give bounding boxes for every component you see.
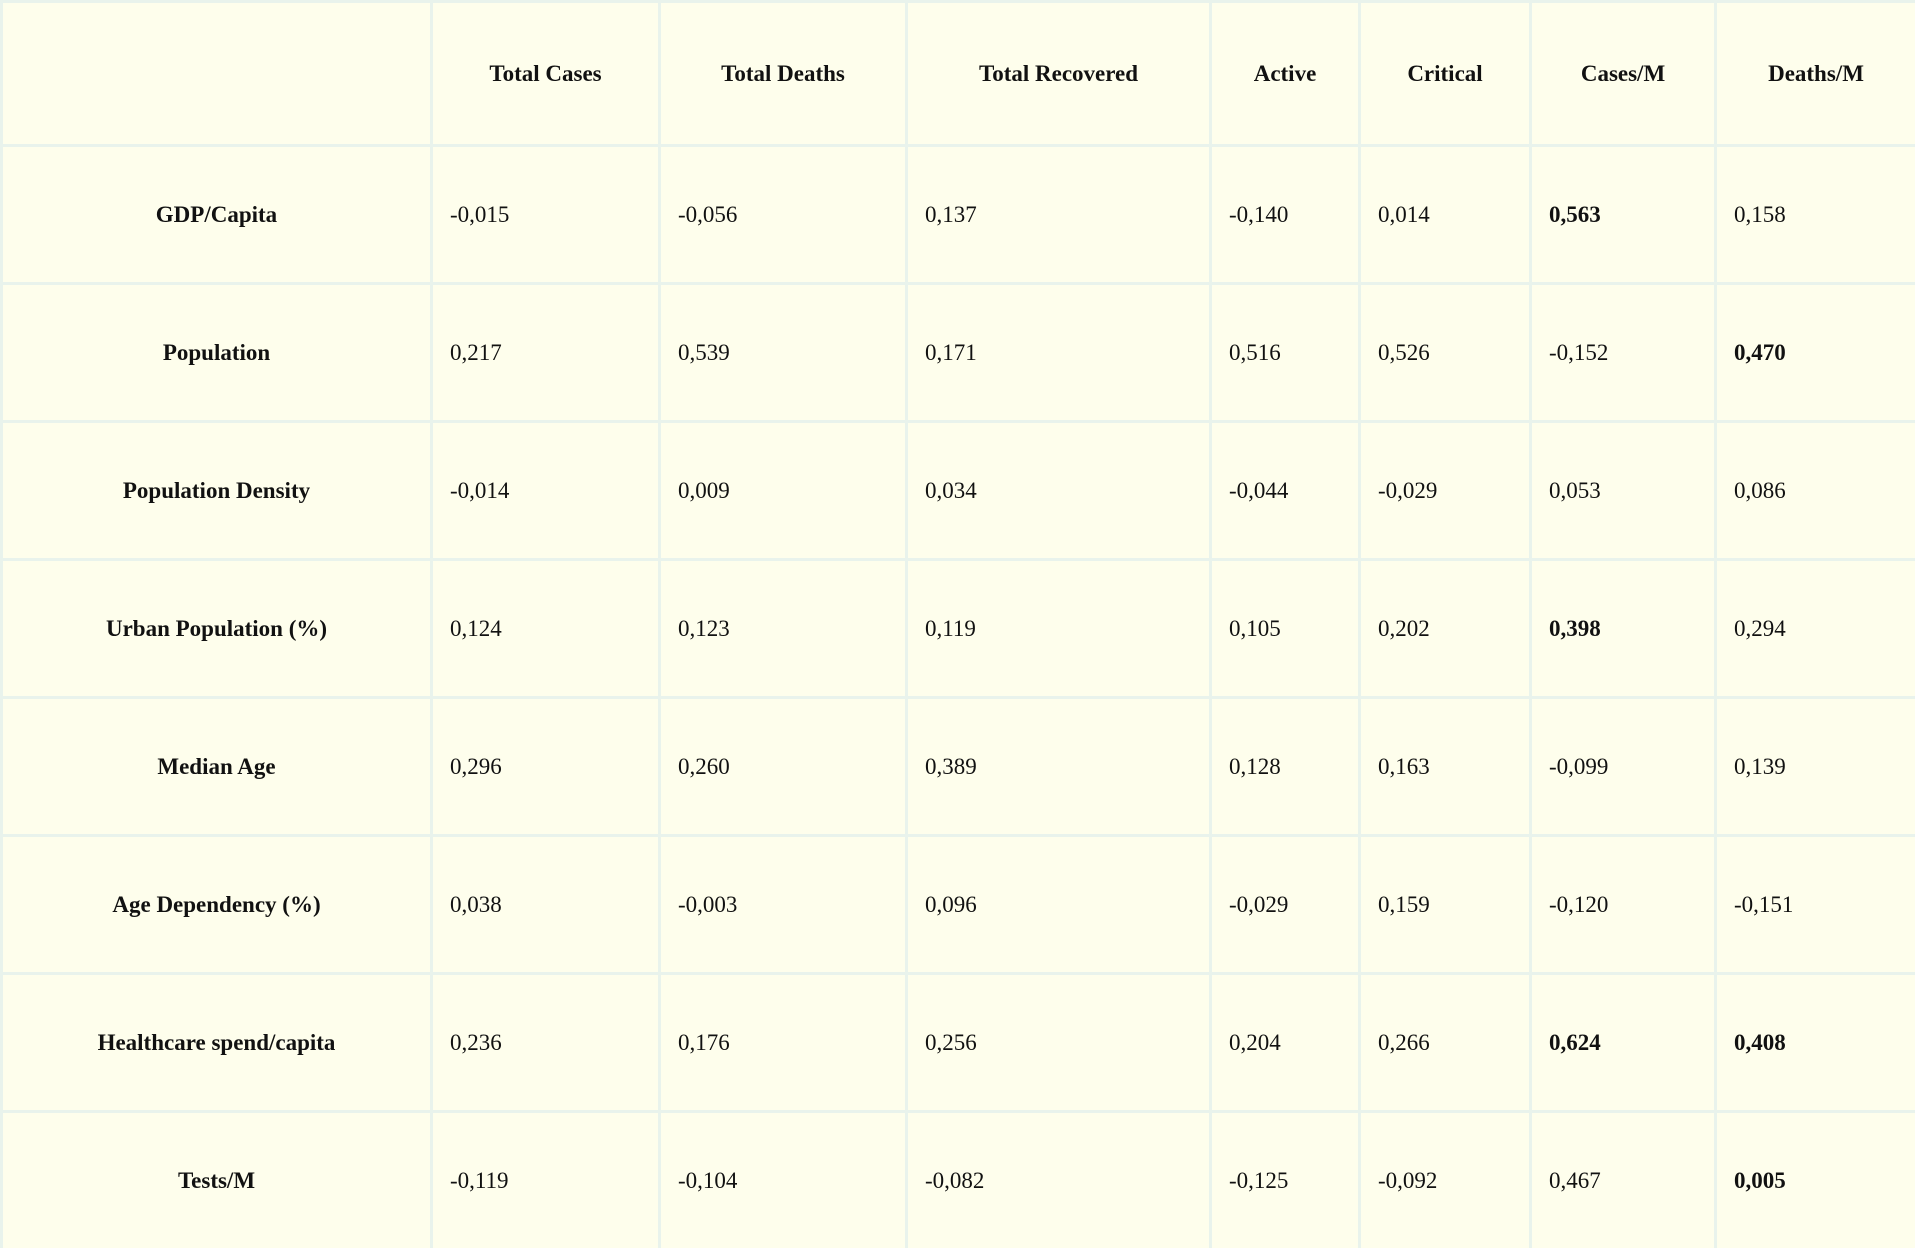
table-cell: -0,044 bbox=[1209, 420, 1361, 561]
header-row: Total Cases Total Deaths Total Recovered Ac… bbox=[0, 0, 1915, 147]
table-cell: -0,056 bbox=[658, 144, 908, 285]
table-cell: 0,563 bbox=[1529, 144, 1717, 285]
table-cell: -0,120 bbox=[1529, 834, 1717, 975]
row-label: Age Dependency (%) bbox=[0, 834, 433, 975]
table-cell: -0,014 bbox=[430, 420, 661, 561]
table-cell: -0,104 bbox=[658, 1110, 908, 1248]
table-cell: -0,151 bbox=[1714, 834, 1915, 975]
table-cell: 0,137 bbox=[905, 144, 1212, 285]
table-cell: 0,470 bbox=[1714, 282, 1915, 423]
table-cell: 0,105 bbox=[1209, 558, 1361, 699]
row-label: Healthcare spend/capita bbox=[0, 972, 433, 1113]
column-header: Active bbox=[1209, 0, 1361, 147]
table-row: Healthcare spend/capita 0,236 0,176 0,256 0,… bbox=[0, 972, 1915, 1113]
table-row: Median Age 0,296 0,260 0,389 0,128 0,163 -0,09… bbox=[0, 696, 1915, 837]
row-label: Median Age bbox=[0, 696, 433, 837]
table-cell: 0,526 bbox=[1358, 282, 1532, 423]
table-cell: 0,266 bbox=[1358, 972, 1532, 1113]
table-cell: 0,217 bbox=[430, 282, 661, 423]
table-cell: 0,163 bbox=[1358, 696, 1532, 837]
table-cell: 0,009 bbox=[658, 420, 908, 561]
table-cell: 0,139 bbox=[1714, 696, 1915, 837]
table-body: GDP/Capita -0,015 -0,056 0,137 -0,140 0,014 0,… bbox=[0, 144, 1915, 1248]
table-row: GDP/Capita -0,015 -0,056 0,137 -0,140 0,014 0,… bbox=[0, 144, 1915, 285]
table-cell: 0,256 bbox=[905, 972, 1212, 1113]
table-cell: 0,296 bbox=[430, 696, 661, 837]
table-cell: 0,389 bbox=[905, 696, 1212, 837]
row-label: Population Density bbox=[0, 420, 433, 561]
table-cell: 0,236 bbox=[430, 972, 661, 1113]
table-cell: 0,128 bbox=[1209, 696, 1361, 837]
row-label: GDP/Capita bbox=[0, 144, 433, 285]
table-cell: 0,204 bbox=[1209, 972, 1361, 1113]
row-label: Population bbox=[0, 282, 433, 423]
table-cell: 0,624 bbox=[1529, 972, 1717, 1113]
column-header: Critical bbox=[1358, 0, 1532, 147]
column-header: Total Deaths bbox=[658, 0, 908, 147]
table-cell: 0,005 bbox=[1714, 1110, 1915, 1248]
table-cell: 0,516 bbox=[1209, 282, 1361, 423]
table-cell: 0,159 bbox=[1358, 834, 1532, 975]
column-header: Total Recovered bbox=[905, 0, 1212, 147]
table-cell: 0,086 bbox=[1714, 420, 1915, 561]
table-cell: 0,119 bbox=[905, 558, 1212, 699]
table-cell: -0,029 bbox=[1358, 420, 1532, 561]
table-row: Age Dependency (%) 0,038 -0,003 0,096 -0,029… bbox=[0, 834, 1915, 975]
table-row: Population 0,217 0,539 0,171 0,516 0,526 -0,15… bbox=[0, 282, 1915, 423]
table-cell: -0,029 bbox=[1209, 834, 1361, 975]
table-cell: 0,539 bbox=[658, 282, 908, 423]
column-header: Deaths/M bbox=[1714, 0, 1915, 147]
table-cell: 0,096 bbox=[905, 834, 1212, 975]
table-cell: -0,119 bbox=[430, 1110, 661, 1248]
column-header: Cases/M bbox=[1529, 0, 1717, 147]
table-cell: -0,125 bbox=[1209, 1110, 1361, 1248]
table-cell: -0,003 bbox=[658, 834, 908, 975]
table-cell: 0,034 bbox=[905, 420, 1212, 561]
table-cell: 0,202 bbox=[1358, 558, 1532, 699]
table-cell: 0,260 bbox=[658, 696, 908, 837]
table-cell: 0,053 bbox=[1529, 420, 1717, 561]
table-cell: 0,038 bbox=[430, 834, 661, 975]
table-cell: -0,099 bbox=[1529, 696, 1717, 837]
column-header: Total Cases bbox=[430, 0, 661, 147]
table-row: Tests/M -0,119 -0,104 -0,082 -0,125 -0,092 0,4… bbox=[0, 1110, 1915, 1248]
table-cell: 0,014 bbox=[1358, 144, 1532, 285]
corner-cell bbox=[0, 0, 433, 147]
table-cell: 0,123 bbox=[658, 558, 908, 699]
table-row: Urban Population (%) 0,124 0,123 0,119 0,105… bbox=[0, 558, 1915, 699]
table-row: Population Density -0,014 0,009 0,034 -0,044… bbox=[0, 420, 1915, 561]
table-cell: -0,092 bbox=[1358, 1110, 1532, 1248]
table-cell: 0,408 bbox=[1714, 972, 1915, 1113]
table-cell: 0,176 bbox=[658, 972, 908, 1113]
row-label: Tests/M bbox=[0, 1110, 433, 1248]
row-label: Urban Population (%) bbox=[0, 558, 433, 699]
table-cell: -0,082 bbox=[905, 1110, 1212, 1248]
table-cell: 0,467 bbox=[1529, 1110, 1717, 1248]
table-cell: 0,398 bbox=[1529, 558, 1717, 699]
table-cell: -0,152 bbox=[1529, 282, 1717, 423]
table-cell: 0,294 bbox=[1714, 558, 1915, 699]
table-cell: 0,124 bbox=[430, 558, 661, 699]
table-cell: 0,171 bbox=[905, 282, 1212, 423]
table-cell: -0,015 bbox=[430, 144, 661, 285]
table-cell: 0,158 bbox=[1714, 144, 1915, 285]
table-cell: -0,140 bbox=[1209, 144, 1361, 285]
